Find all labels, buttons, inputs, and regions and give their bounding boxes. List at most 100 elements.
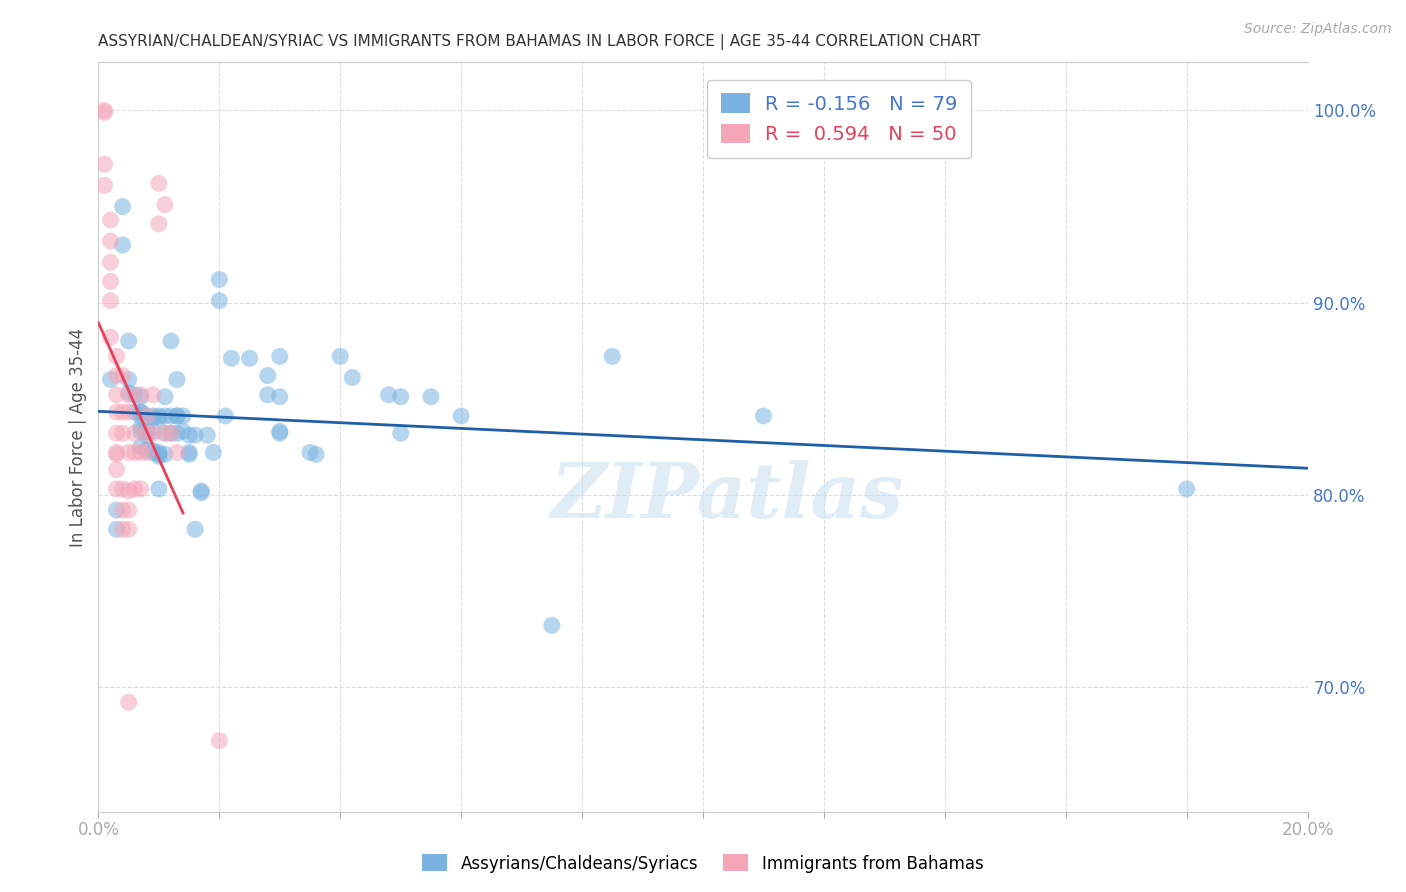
Point (202, 445, 225, 459)
Point (389, 426, 412, 441)
Point (93, 178, 115, 193)
Point (135, 426, 157, 441)
Point (142, 443, 165, 458)
Point (129, 440, 152, 454)
Point (160, 334, 183, 348)
Point (166, 409, 188, 423)
Point (166, 409, 188, 423)
Point (135, 409, 157, 423)
Point (100, 213, 122, 227)
Point (184, 428, 207, 442)
Point (111, 482, 134, 496)
Point (135, 445, 157, 459)
Point (105, 522, 128, 536)
Point (329, 350, 352, 364)
Point (100, 330, 122, 344)
Point (105, 350, 128, 364)
Point (420, 390, 443, 404)
Point (166, 372, 188, 386)
Point (129, 405, 152, 419)
Point (111, 238, 134, 252)
Point (160, 409, 183, 423)
Point (214, 409, 236, 423)
Point (342, 370, 364, 384)
Point (111, 426, 134, 441)
Point (208, 293, 231, 308)
Point (111, 522, 134, 536)
Point (100, 275, 122, 289)
Point (105, 388, 128, 402)
Point (269, 425, 291, 439)
Point (135, 428, 157, 442)
Point (105, 463, 128, 477)
Point (752, 409, 775, 423)
Legend: Assyrians/Chaldeans/Syriacs, Immigrants from Bahamas: Assyrians/Chaldeans/Syriacs, Immigrants … (416, 847, 990, 880)
Text: Source: ZipAtlas.com: Source: ZipAtlas.com (1244, 22, 1392, 37)
Point (142, 445, 165, 459)
Point (111, 503, 134, 517)
Point (142, 410, 165, 425)
Point (166, 426, 188, 441)
Point (377, 388, 399, 402)
Point (111, 200, 134, 214)
Point (184, 522, 207, 536)
Point (93, 103, 115, 118)
Point (124, 445, 146, 459)
Point (100, 293, 122, 308)
Point (160, 426, 183, 441)
Point (148, 409, 170, 423)
Point (129, 425, 152, 439)
Point (190, 485, 212, 500)
Point (305, 447, 328, 461)
Point (105, 445, 128, 459)
Point (179, 447, 201, 461)
Point (142, 409, 165, 423)
Point (602, 350, 624, 364)
Point (105, 447, 128, 461)
Point (124, 405, 146, 419)
Point (153, 447, 176, 461)
Point (239, 351, 262, 366)
Point (118, 483, 141, 498)
Point (135, 443, 157, 458)
Point (153, 426, 176, 441)
Point (105, 405, 128, 419)
Point (148, 410, 170, 425)
Point (153, 426, 176, 441)
Point (105, 368, 128, 383)
Point (148, 177, 170, 191)
Point (142, 426, 165, 441)
Legend: R = -0.156   N = 79, R =  0.594   N = 50: R = -0.156 N = 79, R = 0.594 N = 50 (707, 79, 972, 158)
Point (153, 390, 176, 404)
Point (124, 482, 146, 496)
Point (135, 425, 157, 439)
Point (118, 405, 141, 419)
Point (148, 482, 170, 496)
Point (166, 445, 188, 459)
Point (129, 409, 152, 423)
Point (179, 428, 201, 442)
Point (129, 445, 152, 459)
Point (129, 390, 152, 404)
Point (148, 450, 170, 464)
Point (148, 445, 170, 459)
Point (100, 255, 122, 269)
Point (111, 405, 134, 419)
Point (129, 405, 152, 419)
Point (450, 409, 472, 423)
Point (129, 482, 152, 496)
Point (256, 368, 278, 383)
Point (105, 482, 128, 496)
Point (299, 445, 322, 459)
Point (208, 272, 231, 286)
Point (105, 503, 128, 517)
Point (118, 385, 141, 400)
Point (208, 733, 231, 747)
Point (190, 483, 212, 498)
Point (142, 425, 165, 439)
Point (179, 445, 201, 459)
Point (93, 157, 115, 171)
Point (118, 503, 141, 517)
Point (389, 390, 412, 404)
Point (172, 425, 194, 439)
